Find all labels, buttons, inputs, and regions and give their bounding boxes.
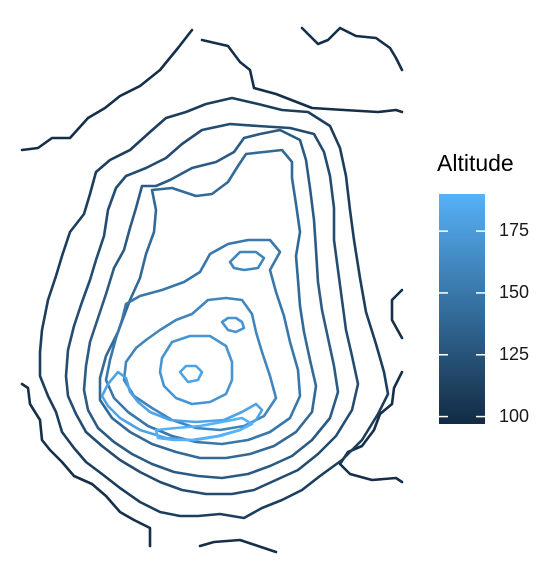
contour-level-100 bbox=[198, 538, 278, 554]
contour-level-140 bbox=[98, 148, 318, 460]
colorbar-tick-label: 175 bbox=[499, 220, 530, 241]
contour-level-180 bbox=[100, 370, 264, 442]
contour-level-170 bbox=[220, 316, 246, 334]
colorbar-tick-label: 125 bbox=[499, 343, 530, 364]
contour-level-100 bbox=[300, 26, 404, 72]
contour-level-180 bbox=[178, 364, 204, 384]
contour-level-100 bbox=[390, 288, 404, 340]
colorbar-tick-label: 150 bbox=[499, 281, 530, 302]
contour-level-160 bbox=[228, 250, 266, 272]
contour-level-120 bbox=[64, 122, 360, 496]
legend-title: Altitude bbox=[437, 150, 514, 176]
contour-level-100 bbox=[200, 38, 404, 114]
color-legend: Altitude 100 125 150 175 bbox=[437, 150, 537, 426]
colorbar-ticks bbox=[439, 230, 485, 418]
colorbar-tick-label: 100 bbox=[499, 405, 530, 426]
contour-level-130 bbox=[82, 128, 340, 480]
contour-level-110 bbox=[38, 96, 390, 520]
contour-lines bbox=[20, 26, 404, 554]
colorbar-gradient bbox=[439, 194, 485, 424]
contour-level-100 bbox=[338, 370, 404, 484]
contour-level-170 bbox=[158, 334, 234, 406]
contour-level-100 bbox=[20, 28, 194, 152]
contour-level-190 bbox=[154, 416, 254, 442]
contour-level-150 bbox=[104, 238, 302, 446]
contour-level-100 bbox=[20, 382, 152, 548]
colorbar bbox=[439, 194, 485, 424]
